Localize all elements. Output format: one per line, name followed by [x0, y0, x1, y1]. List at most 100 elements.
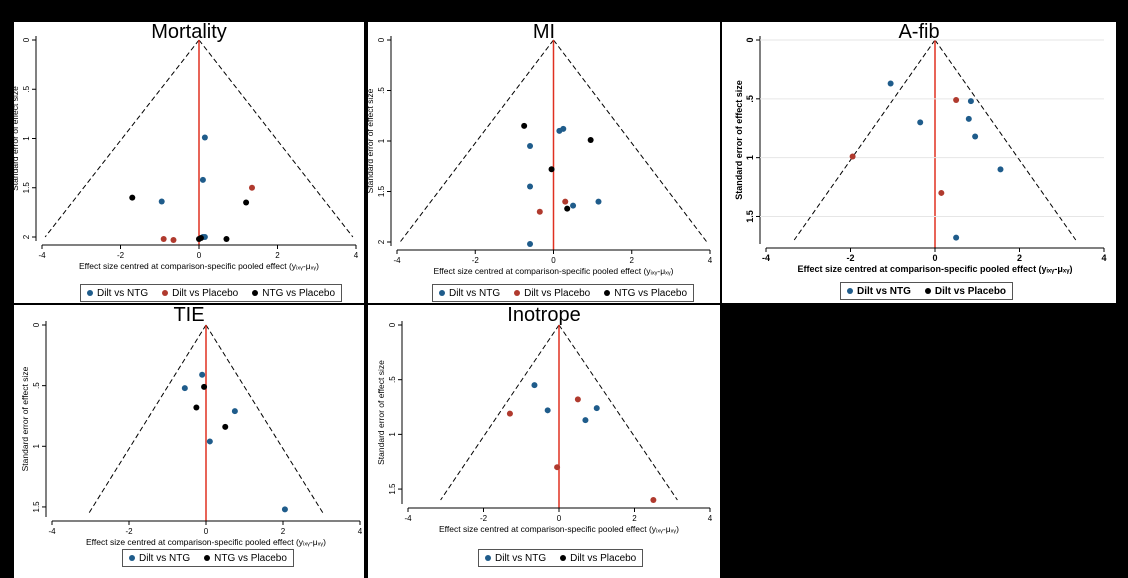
data-point: [196, 235, 202, 242]
data-point: [158, 198, 165, 205]
x-tick-label: 0: [932, 253, 937, 263]
legend-label: NTG vs Placebo: [262, 287, 336, 299]
legend-item: NTG vs Placebo: [604, 288, 687, 299]
x-tick-label: -4: [762, 253, 770, 263]
legend-item: Dilt vs NTG: [485, 553, 546, 564]
data-point: [562, 198, 569, 205]
x-tick-label: 2: [275, 251, 280, 260]
data-point: [554, 464, 561, 471]
data-point: [222, 423, 229, 430]
x-tick-label: 4: [358, 527, 363, 536]
legend-label: Dilt vs Placebo: [172, 287, 239, 299]
funnel-line-left: [44, 39, 200, 238]
y-tick-label: 0: [377, 37, 386, 42]
legend-item: Dilt vs NTG: [129, 553, 190, 564]
data-point: [193, 404, 200, 411]
x-tick-label: 4: [708, 256, 713, 265]
legend-label: NTG vs Placebo: [614, 287, 688, 299]
funnel-line-right: [198, 39, 354, 238]
data-point: [953, 97, 960, 103]
funnel-line-left: [793, 39, 936, 241]
data-point: [527, 143, 534, 150]
y-tick-label: 1: [377, 138, 386, 143]
data-point: [650, 497, 657, 503]
data-point: [170, 236, 177, 243]
y-tick-label: .5: [22, 85, 31, 92]
y-tick-label: 1.5: [32, 501, 41, 513]
legend-item: Dilt vs NTG: [87, 288, 148, 299]
x-tick-label: 2: [1017, 253, 1022, 263]
x-tick-label: 0: [204, 527, 209, 536]
x-tick-label: 2: [632, 514, 637, 523]
y-axis-title: Standard error of effect size: [20, 366, 30, 471]
legend-item: NTG vs Placebo: [252, 288, 335, 299]
legend-marker: [604, 290, 611, 296]
legend-marker: [924, 288, 931, 294]
chart-tie: -4 -2 0 2 4 0 .5 1 1.5 Effect size centred at com…: [20, 321, 363, 547]
data-point: [595, 198, 602, 205]
data-point: [967, 98, 974, 105]
funnel-line-left: [88, 324, 207, 514]
y-tick-label: 0: [388, 322, 397, 327]
x-axis-title: Effect size centred at comparison-specif…: [79, 261, 319, 271]
x-axis-title: Effect size centred at comparison-specif…: [798, 264, 1073, 274]
x-tick-label: 4: [354, 251, 359, 260]
y-tick-label: .5: [388, 376, 397, 383]
legend-marker: [162, 290, 169, 296]
data-point: [593, 405, 600, 412]
y-tick-label: 1: [745, 155, 755, 160]
legend-label: Dilt vs Placebo: [524, 287, 591, 299]
chart-inotrope: -4 -2 0 2 4 0 .5 1 1.5 Effect size centred at com…: [376, 321, 713, 534]
x-tick-label: -2: [472, 256, 480, 265]
funnel-line-right: [205, 324, 324, 514]
y-tick-label: 0: [745, 37, 755, 42]
panel-mi: -4 -2 0 2 4 0.5 1 1.5 2 Effect size centred at co…: [368, 22, 720, 303]
y-axis-title: Standard error of effect size: [734, 80, 744, 200]
y-tick-label: 1.5: [377, 185, 386, 197]
y-axis-title: Standard error of effect size: [376, 360, 386, 465]
legend-marker: [847, 288, 853, 294]
y-tick-label: 1: [32, 444, 41, 449]
funnel-line-right: [558, 324, 678, 501]
y-tick-label: 2: [22, 234, 31, 239]
legend-item: NTG vs Placebo: [204, 553, 287, 564]
x-tick-label: -2: [846, 253, 854, 263]
y-tick-label: 1: [388, 432, 397, 437]
x-tick-label: 0: [557, 514, 562, 523]
x-tick-label: 0: [551, 256, 556, 265]
funnel-line-left: [440, 324, 560, 501]
data-point: [527, 241, 534, 248]
x-tick-label: -4: [48, 527, 56, 536]
legend-marker: [252, 290, 259, 296]
legend: Dilt vs NTG Dilt vs Placebo: [840, 282, 1014, 300]
legend-marker: [204, 555, 211, 561]
legend-marker: [560, 555, 567, 561]
chart-title: A-fib: [898, 22, 940, 43]
x-tick-label: -4: [404, 514, 412, 523]
legend-label: Dilt vs NTG: [495, 552, 547, 564]
legend-label: Dilt vs NTG: [139, 552, 191, 564]
data-point: [531, 382, 538, 389]
legend-label: Dilt vs Placebo: [934, 285, 1007, 297]
data-point: [160, 235, 167, 242]
x-tick-label: 2: [630, 256, 635, 265]
data-point: [206, 438, 213, 445]
data-point: [544, 407, 551, 414]
legend-label: Dilt vs Placebo: [570, 552, 637, 564]
x-tick-label: 4: [708, 514, 713, 523]
legend-item: Dilt vs NTG: [439, 288, 500, 299]
chart-afib: -4 -2 0 2 4 0 .5 1 1.5 Effect size centred at com…: [734, 36, 1107, 274]
y-axis-title: Standard error of effect size: [368, 88, 375, 193]
y-tick-label: 1.5: [745, 210, 755, 223]
data-point: [201, 134, 208, 141]
panel-mortality: -4 -2 0 2 4 0.5 1 1.5 2 Effect size centred at co…: [14, 22, 364, 303]
x-tick-label: 4: [1101, 253, 1106, 263]
legend: Dilt vs NTG NTG vs Placebo: [122, 549, 294, 567]
data-point: [199, 371, 206, 378]
x-tick-label: -2: [117, 251, 125, 260]
x-tick-label: -4: [38, 251, 46, 260]
data-point: [574, 396, 581, 403]
chart-title: MI: [532, 22, 556, 43]
